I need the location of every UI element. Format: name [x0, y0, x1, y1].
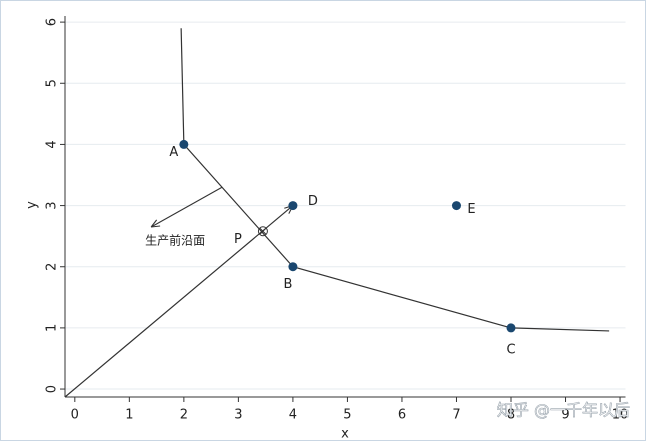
- x-tick-label: 3: [234, 408, 242, 423]
- point: [506, 323, 516, 333]
- x-tick-label: 2: [180, 408, 188, 423]
- p-label: P: [234, 232, 242, 247]
- point-label: C: [506, 342, 515, 357]
- x-tick-label: 5: [343, 408, 351, 423]
- watermark: 知乎 @一千年以后: [497, 401, 630, 420]
- x-tick-label: 8: [507, 408, 515, 423]
- arrow: [150, 186, 223, 228]
- p-point: [257, 226, 268, 237]
- y-tick-label: 1: [45, 324, 60, 332]
- point-label: B: [283, 277, 292, 292]
- p-cross: [259, 227, 267, 235]
- point-label: D: [308, 194, 318, 209]
- x-axis-title: x: [341, 427, 349, 441]
- point-label: E: [467, 202, 475, 217]
- y-tick-label: 6: [45, 18, 60, 26]
- x-tick-label: 10: [612, 408, 629, 423]
- point-label: A: [169, 145, 178, 160]
- ray-line: [64, 205, 294, 398]
- x-tick-label: 1: [125, 408, 133, 423]
- x-tick-label: 6: [398, 408, 406, 423]
- y-tick-label: 5: [45, 79, 60, 87]
- point: [288, 262, 298, 272]
- y-tick-label: 0: [45, 385, 60, 393]
- arrow-head: [151, 225, 161, 228]
- x-tick-label: 4: [289, 408, 297, 423]
- arrow-head: [150, 219, 158, 228]
- point: [179, 139, 189, 149]
- y-tick-label: 2: [45, 263, 60, 271]
- x-tick-label: 9: [561, 408, 569, 423]
- y-tick-label: 3: [45, 201, 60, 209]
- x-tick-label: 0: [71, 408, 79, 423]
- point: [451, 201, 461, 211]
- arrow-label: 生产前沿面: [145, 232, 205, 247]
- point: [288, 201, 298, 211]
- y-tick-label: 4: [45, 140, 60, 148]
- x-tick-label: 7: [452, 408, 460, 423]
- y-axis-title: y: [25, 201, 40, 209]
